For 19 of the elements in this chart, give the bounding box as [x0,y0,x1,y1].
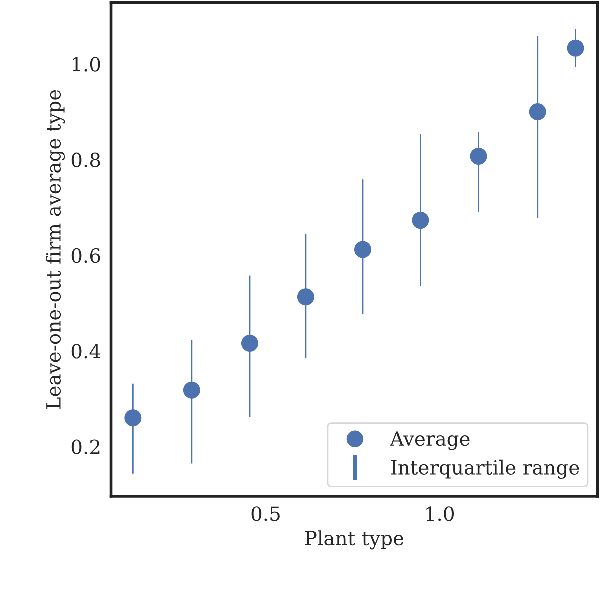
point [567,40,584,57]
point [470,148,488,165]
point [412,212,430,230]
y-tick-label: 1.0 [72,57,100,72]
point [241,334,258,352]
point [297,288,314,306]
y-tick-label: 0.4 [72,344,101,359]
y-tick-label: 0.2 [72,440,100,454]
y-tick-label: 0.6 [72,248,100,264]
y-tick-label: 0.8 [72,152,100,168]
legend-label: Interquartile range [391,460,580,480]
legend-label: Average [390,432,470,450]
x-tick-label: 0.5 [252,506,280,522]
point [183,382,200,399]
y-axis-title: Leave-one-out firm average type [46,90,66,410]
point [354,241,372,258]
point [124,410,142,427]
point [529,103,546,120]
x-axis-title: Plant type [305,530,404,550]
